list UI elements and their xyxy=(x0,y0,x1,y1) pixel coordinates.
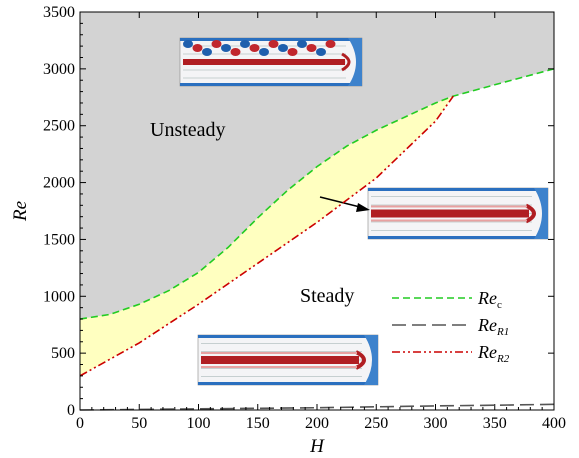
pointer-arrowhead xyxy=(356,203,370,212)
inset-steady-bottom-edge-bottom xyxy=(198,382,378,385)
inset-steady-bottom-shear xyxy=(201,366,357,368)
inset-unsteady-eddy xyxy=(297,40,307,48)
series-line-re-r2 xyxy=(79,95,454,377)
pointer-arrow-line xyxy=(319,196,365,209)
x-tick-label: 100 xyxy=(187,415,211,432)
y-tick-label: 0 xyxy=(67,402,75,419)
y-tick-label: 2500 xyxy=(43,118,75,135)
x-tick-label: 250 xyxy=(364,415,388,432)
region-label-steady: Steady xyxy=(300,285,354,307)
x-tick-label: 350 xyxy=(483,415,507,432)
region-label-unsteady: Unsteady xyxy=(150,119,226,141)
inset-unsteady-jet xyxy=(183,59,345,65)
inset-unsteady-eddy xyxy=(259,48,269,56)
inset-steady-right-edge-bottom xyxy=(368,236,548,239)
y-tick-label: 2000 xyxy=(43,175,75,192)
legend-label-main: Re xyxy=(477,315,497,335)
inset-unsteady-edge-right xyxy=(348,38,362,86)
transition-region xyxy=(80,96,454,376)
y-tick-label: 3500 xyxy=(43,4,75,21)
inset-unsteady-eddy xyxy=(202,48,212,56)
inset-unsteady-eddy xyxy=(240,40,250,48)
x-tick-label: 50 xyxy=(131,415,147,432)
inset-unsteady-eddy xyxy=(278,44,288,52)
x-tick-label: 200 xyxy=(305,415,329,432)
inset-unsteady-eddy xyxy=(183,40,193,48)
inset-unsteady-eddy xyxy=(325,40,336,48)
x-tick-label: 150 xyxy=(246,415,270,432)
legend-label-subscript: R1 xyxy=(496,326,509,338)
legend-label-r1: ReR1 xyxy=(477,315,509,338)
inset-unsteady-jet-turn xyxy=(341,52,351,72)
y-tick-label: 1000 xyxy=(43,288,75,305)
inset-steady-right-jet-turn xyxy=(525,203,536,224)
inset-steady-right-shear xyxy=(371,219,527,222)
inset-unsteady-eddy xyxy=(287,48,298,56)
inset-unsteady-eddy xyxy=(306,44,317,52)
y-tick-label: 1500 xyxy=(43,231,75,248)
legend-label-c: Rec xyxy=(477,288,502,311)
inset-unsteady-edge-bottom xyxy=(180,83,362,86)
inset-steady-bottom-shear xyxy=(201,352,357,354)
y-axis-label: Re xyxy=(10,201,31,222)
legend-label-main: Re xyxy=(477,288,497,308)
inset-steady-bottom xyxy=(197,334,379,386)
inset-unsteady-eddy xyxy=(221,44,231,52)
series-line-re-c xyxy=(79,68,555,320)
inset-steady-bottom-jet xyxy=(201,356,359,364)
legend-label-main: Re xyxy=(477,342,497,362)
legend-label-r2: ReR2 xyxy=(477,342,510,365)
inset-unsteady-eddy xyxy=(211,40,222,48)
inset-unsteady-eddy xyxy=(192,44,203,52)
inset-unsteady-eddy xyxy=(316,48,326,56)
y-tick-label: 500 xyxy=(51,345,75,362)
inset-unsteady-eddy xyxy=(249,44,260,52)
x-axis-label: H xyxy=(309,436,325,457)
inset-steady-right xyxy=(367,187,549,240)
x-tick-label: 400 xyxy=(542,415,566,432)
inset-unsteady-eddy xyxy=(230,48,241,56)
y-tick-label: 3000 xyxy=(43,61,75,78)
inset-steady-right-shear xyxy=(371,205,527,208)
legend-label-subscript: c xyxy=(497,299,502,311)
inset-steady-right-edge-top xyxy=(368,188,548,191)
inset-unsteady-edge-top xyxy=(180,38,362,41)
inset-steady-right-edge-right xyxy=(534,188,548,239)
inset-steady-bottom-edge-top xyxy=(198,335,378,338)
inset-unsteady xyxy=(179,37,363,87)
inset-unsteady-eddy xyxy=(268,40,279,48)
x-tick-label: 0 xyxy=(76,415,84,432)
inset-steady-bottom-jet-turn xyxy=(355,350,366,370)
x-tick-label: 300 xyxy=(424,415,448,432)
inset-steady-bottom-edge-right xyxy=(364,335,378,385)
legend-label-subscript: R2 xyxy=(496,353,510,365)
unsteady-region xyxy=(80,12,554,320)
plot-layer: 0 50 100 150 200 250 300 350 400 0 500 1000 1500 2000… xyxy=(10,4,566,457)
inset-steady-right-jet xyxy=(371,209,529,218)
